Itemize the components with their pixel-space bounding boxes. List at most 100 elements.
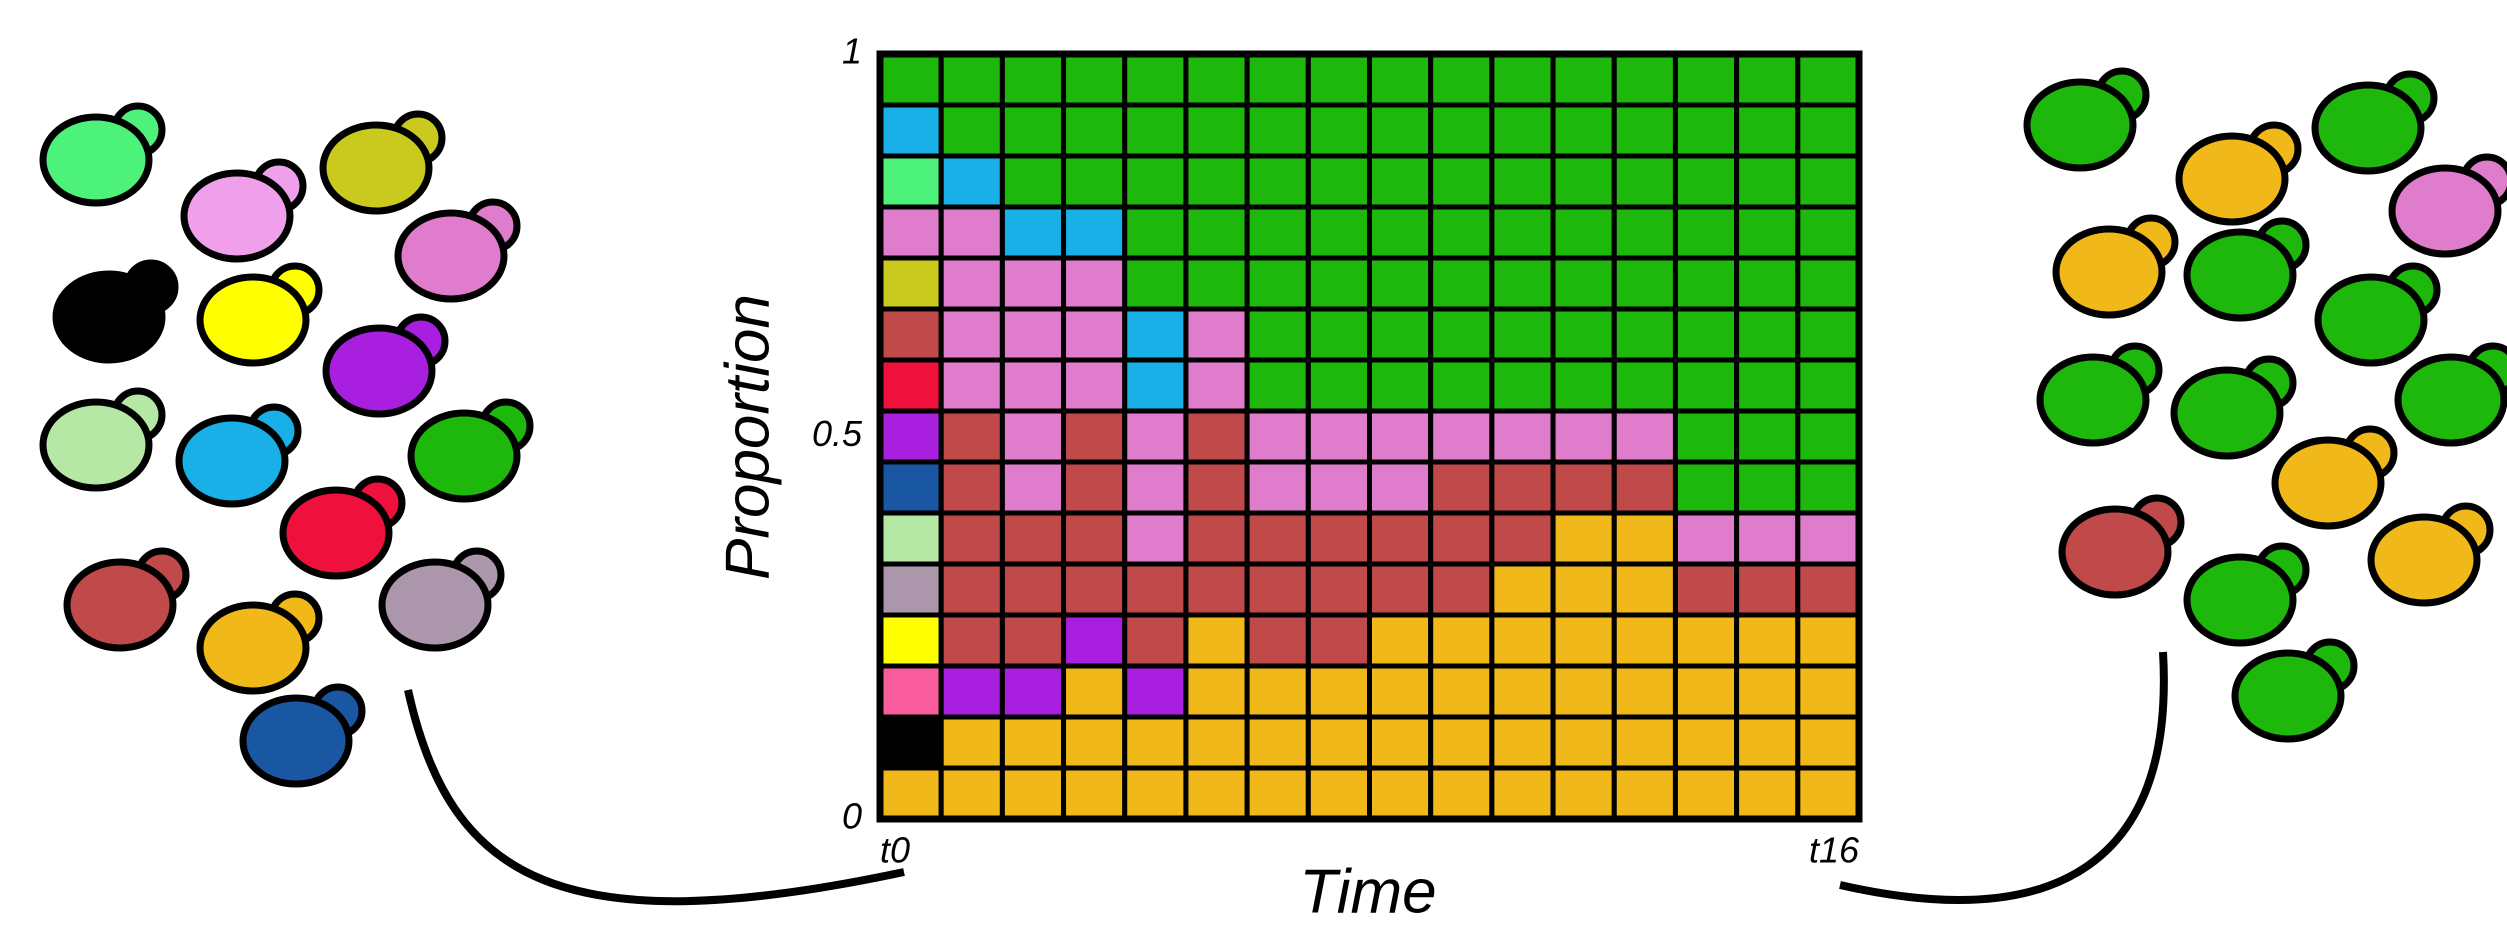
grid-cell [1370, 564, 1431, 615]
grid-cell [1431, 513, 1492, 564]
grid-cell [1308, 666, 1369, 717]
grid-cell [1614, 54, 1675, 105]
grid-cell [1370, 360, 1431, 411]
grid-cell [1125, 54, 1186, 105]
yeast-body [2392, 168, 2498, 254]
grid-cell [1064, 411, 1125, 462]
grid-cell [1247, 105, 1308, 156]
grid-cell [1492, 156, 1553, 207]
yeast-cell [398, 202, 517, 299]
grid-cell [1798, 513, 1859, 564]
grid-cell [1064, 105, 1125, 156]
yeast-cell [2040, 346, 2159, 443]
grid-cell [1002, 615, 1063, 666]
grid-cell [1002, 309, 1063, 360]
grid-cell [941, 717, 1002, 768]
grid-cell [1431, 105, 1492, 156]
grid-cell [1492, 717, 1553, 768]
grid-cell [1125, 258, 1186, 309]
grid-cell [1247, 156, 1308, 207]
yeast-cell [67, 551, 186, 648]
proportion-grid [880, 54, 1859, 819]
yeast-body [2235, 653, 2341, 739]
grid-cell [1370, 105, 1431, 156]
grid-cell [1002, 564, 1063, 615]
grid-cell [880, 462, 941, 513]
grid-cell [1553, 156, 1614, 207]
grid-cell [941, 411, 1002, 462]
grid-cell [1675, 462, 1736, 513]
grid-cell [1737, 309, 1798, 360]
grid-cell [941, 615, 1002, 666]
grid-cell [1064, 207, 1125, 258]
grid-cell [1798, 207, 1859, 258]
grid-cell [880, 768, 941, 819]
grid-cell [1370, 717, 1431, 768]
grid-cell [1002, 513, 1063, 564]
grid-cell [1370, 156, 1431, 207]
grid-cell [941, 666, 1002, 717]
yeast-body [2315, 85, 2421, 171]
yeast-cell [56, 263, 175, 360]
grid-cell [1737, 360, 1798, 411]
grid-cell [1553, 411, 1614, 462]
grid-cell [1370, 207, 1431, 258]
yeast-body [323, 125, 429, 211]
grid-cell [1553, 666, 1614, 717]
grid-cell [1186, 717, 1247, 768]
grid-cell [1064, 309, 1125, 360]
grid-cell [1125, 717, 1186, 768]
grid-cell [1002, 156, 1063, 207]
grid-cell [1186, 360, 1247, 411]
grid-cell [1125, 513, 1186, 564]
grid-cell [1492, 258, 1553, 309]
grid-cell [1431, 156, 1492, 207]
grid-cell [1247, 360, 1308, 411]
grid-cell [1553, 207, 1614, 258]
yeast-cell [2318, 266, 2437, 363]
grid-cell [1492, 513, 1553, 564]
grid-cell [1553, 462, 1614, 513]
yeast-body [2062, 509, 2168, 595]
grid-cell [1553, 564, 1614, 615]
grid-cell [1064, 54, 1125, 105]
grid-cell [1247, 411, 1308, 462]
grid-cell [1737, 54, 1798, 105]
grid-cell [1186, 462, 1247, 513]
yeast-cell [2062, 498, 2181, 595]
grid-cell [1737, 666, 1798, 717]
yeast-cell [2398, 346, 2507, 443]
yeast-body [184, 173, 290, 259]
grid-cell [1186, 309, 1247, 360]
grid-cell [1675, 156, 1736, 207]
yeast-body [398, 213, 504, 299]
grid-cell [1308, 309, 1369, 360]
grid-cell [1308, 105, 1369, 156]
grid-cell [1553, 258, 1614, 309]
grid-cell [1370, 309, 1431, 360]
grid-cell [880, 156, 941, 207]
grid-cell [1675, 309, 1736, 360]
grid-cell [1798, 156, 1859, 207]
grid-cell [1431, 207, 1492, 258]
grid-cell [941, 360, 1002, 411]
grid-cell [1186, 615, 1247, 666]
grid-cell [1737, 717, 1798, 768]
grid-cell [1308, 360, 1369, 411]
grid-cell [1370, 768, 1431, 819]
grid-cell [1125, 768, 1186, 819]
grid-cell [1492, 615, 1553, 666]
grid-cell [941, 564, 1002, 615]
grid-cell [1247, 309, 1308, 360]
grid-cell [1737, 462, 1798, 513]
yeast-body [2398, 357, 2504, 443]
grid-cell [1675, 615, 1736, 666]
grid-cell [1492, 666, 1553, 717]
grid-cell [1247, 207, 1308, 258]
grid-cell [1675, 105, 1736, 156]
grid-cell [1798, 309, 1859, 360]
grid-cell [1614, 462, 1675, 513]
grid-cell [1431, 411, 1492, 462]
grid-cell [1002, 105, 1063, 156]
grid-cell [1737, 156, 1798, 207]
